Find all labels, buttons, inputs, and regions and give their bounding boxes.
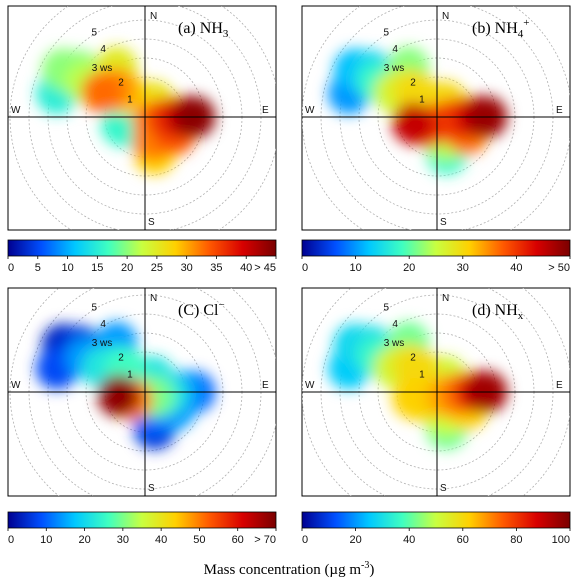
- colorbar-tick-label: 30: [117, 534, 129, 546]
- ring-label-5: 5: [384, 27, 390, 38]
- panel-3: N S W E 12 3 ws 45 (C) Cl− 0 10 20 30 40 50 60 > 70: [7, 287, 277, 546]
- colorbar-tick-label: 80: [510, 534, 522, 546]
- colorbar-tick-label: > 45: [254, 262, 276, 274]
- ring-label-5: 5: [384, 302, 390, 313]
- ring-label-2: 2: [410, 78, 416, 89]
- panel-2: N S W E 12 3 ws 45 (b) NH4+ 0 10 20 30 40 > 50: [301, 5, 571, 274]
- ring-label-3: 3 ws: [384, 338, 405, 349]
- panel-4: N S W E 12 3 ws 45 (d) NHx 0 20 40 60 80 100: [301, 287, 571, 546]
- colorbar: [7, 511, 277, 529]
- direction-e: E: [262, 105, 269, 116]
- panel-title: (a) NH3: [178, 20, 229, 40]
- direction-s: S: [440, 217, 447, 228]
- direction-e: E: [556, 380, 563, 391]
- colorbar-tick-label: 40: [403, 534, 415, 546]
- heat-cell: [392, 377, 435, 420]
- direction-s: S: [148, 483, 155, 494]
- ring-label-4: 4: [392, 319, 398, 330]
- ring-label-1: 1: [127, 95, 133, 106]
- ring-label-4: 4: [100, 319, 106, 330]
- colorbar-tick-label: 10: [40, 534, 52, 546]
- colorbar-tick-label: 30: [457, 262, 469, 274]
- direction-e: E: [556, 105, 563, 116]
- colorbar-tick-label: 40: [155, 534, 167, 546]
- colorbar: [7, 239, 277, 257]
- ring-label-3: 3 ws: [92, 338, 113, 349]
- colorbar-tick-label: 0: [8, 262, 14, 274]
- ring-label-2: 2: [118, 78, 124, 89]
- direction-s: S: [440, 483, 447, 494]
- direction-w: W: [11, 380, 21, 391]
- ring-label-2: 2: [118, 353, 124, 364]
- panel-title: (d) NHx: [472, 302, 524, 322]
- colorbar-tick-label: 40: [240, 262, 252, 274]
- panel-title: (b) NH4+: [472, 17, 529, 40]
- ring-label-1: 1: [419, 95, 425, 106]
- colorbar-tick-label: > 50: [548, 262, 570, 274]
- direction-e: E: [262, 380, 269, 391]
- colorbar-tick-label: 0: [8, 534, 14, 546]
- colorbar-tick-label: 60: [232, 534, 244, 546]
- colorbar-tick-label: 20: [121, 262, 133, 274]
- colorbar-tick-label: 40: [510, 262, 522, 274]
- colorbar-tick-label: 50: [193, 534, 205, 546]
- direction-w: W: [11, 105, 21, 116]
- concentration-field: [327, 321, 508, 450]
- concentration-field: [35, 321, 216, 450]
- ring-label-5: 5: [92, 27, 98, 38]
- colorbar-tick-label: 25: [151, 262, 163, 274]
- colorbar-tick-label: > 70: [254, 534, 276, 546]
- panel-title: (C) Cl−: [178, 299, 225, 319]
- colorbar-tick-label: 10: [61, 262, 73, 274]
- ring-label-4: 4: [100, 44, 106, 55]
- heat-cell: [392, 102, 435, 145]
- colorbar-tick-label: 0: [302, 262, 308, 274]
- ring-label-1: 1: [127, 370, 133, 381]
- colorbar-tick-label: 10: [349, 262, 361, 274]
- colorbar-tick-label: 30: [181, 262, 193, 274]
- colorbar-tick-label: 60: [457, 534, 469, 546]
- direction-w: W: [305, 105, 315, 116]
- colorbar: [301, 511, 571, 529]
- colorbar-tick-label: 20: [78, 534, 90, 546]
- ring-label-2: 2: [410, 353, 416, 364]
- direction-s: S: [148, 217, 155, 228]
- colorbar-tick-label: 20: [349, 534, 361, 546]
- colorbar-tick-label: 100: [552, 534, 570, 546]
- heat-cell: [81, 71, 124, 114]
- concentration-field: [327, 46, 508, 175]
- heat-cell: [97, 374, 140, 417]
- colorbar-tick-label: 5: [35, 262, 41, 274]
- colorbar-tick-label: 20: [403, 262, 415, 274]
- direction-n: N: [442, 11, 449, 22]
- colorbar: [301, 239, 571, 257]
- ring-label-4: 4: [392, 44, 398, 55]
- colorbar-tick-label: 15: [91, 262, 103, 274]
- direction-w: W: [305, 380, 315, 391]
- colorbar-tick-label: 0: [302, 534, 308, 546]
- direction-n: N: [150, 11, 157, 22]
- heat-cell: [100, 104, 143, 147]
- ring-label-1: 1: [419, 370, 425, 381]
- colorbar-caption: Mass concentration (µg m-3): [203, 560, 375, 578]
- colorbar-tick-label: 35: [210, 262, 222, 274]
- direction-n: N: [442, 293, 449, 304]
- direction-n: N: [150, 293, 157, 304]
- ring-label-5: 5: [92, 302, 98, 313]
- ring-label-3: 3 ws: [384, 63, 405, 74]
- ring-label-3: 3 ws: [92, 63, 113, 74]
